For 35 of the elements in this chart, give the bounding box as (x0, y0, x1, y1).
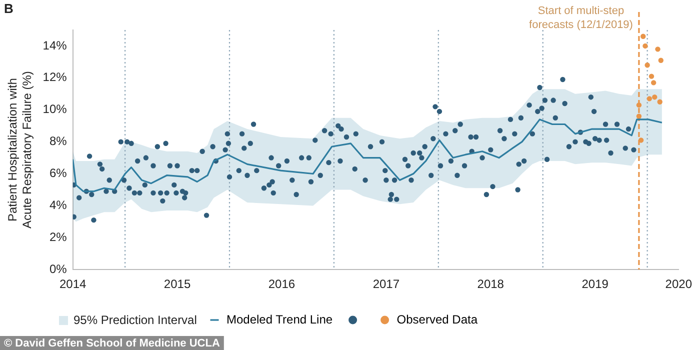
point (636, 114, 642, 119)
x-tick-label: 2014 (59, 277, 86, 292)
point (648, 74, 654, 79)
point (652, 94, 658, 100)
point (646, 96, 652, 102)
point (636, 102, 642, 108)
y-tick-label: 2% (49, 230, 68, 244)
text: 95% Prediction Interval (74, 313, 197, 327)
ref-line-label: Start of multi-step forecasts (12/1/2019) (529, 5, 633, 31)
x-tick-label: 2017 (372, 277, 400, 292)
y-tick-label: 14% (42, 38, 68, 52)
point (657, 99, 662, 104)
point (638, 138, 644, 143)
point (644, 62, 650, 68)
y-tick-label: 0% (49, 262, 68, 276)
text: © David Geffen School of Medicine UCLA (4, 338, 220, 350)
y-tick-label: 10% (42, 102, 68, 116)
y-tick-label: 8% (49, 134, 68, 148)
x-tick-label: 2016 (268, 277, 296, 292)
text: B (4, 1, 14, 16)
legend-label: Observed Data (396, 312, 478, 326)
x-tick-label: 2018 (477, 277, 504, 292)
y-axis-title: Patient Hospitalization with Acute Respiratory Failure (%) (6, 71, 34, 228)
y-tick-label: 4% (49, 198, 68, 212)
point (655, 46, 660, 52)
x-tick-label: 2015 (164, 277, 191, 292)
point (658, 58, 664, 63)
point (642, 43, 648, 49)
y-tick-label: 6% (49, 166, 68, 180)
point (640, 34, 646, 39)
x-tick-label: 2020 (665, 277, 692, 292)
y-tick-label: 12% (42, 70, 68, 84)
x-tick-label: 2019 (582, 277, 609, 292)
legend-label: Modeled Trend Line (226, 312, 333, 326)
point (650, 80, 656, 86)
